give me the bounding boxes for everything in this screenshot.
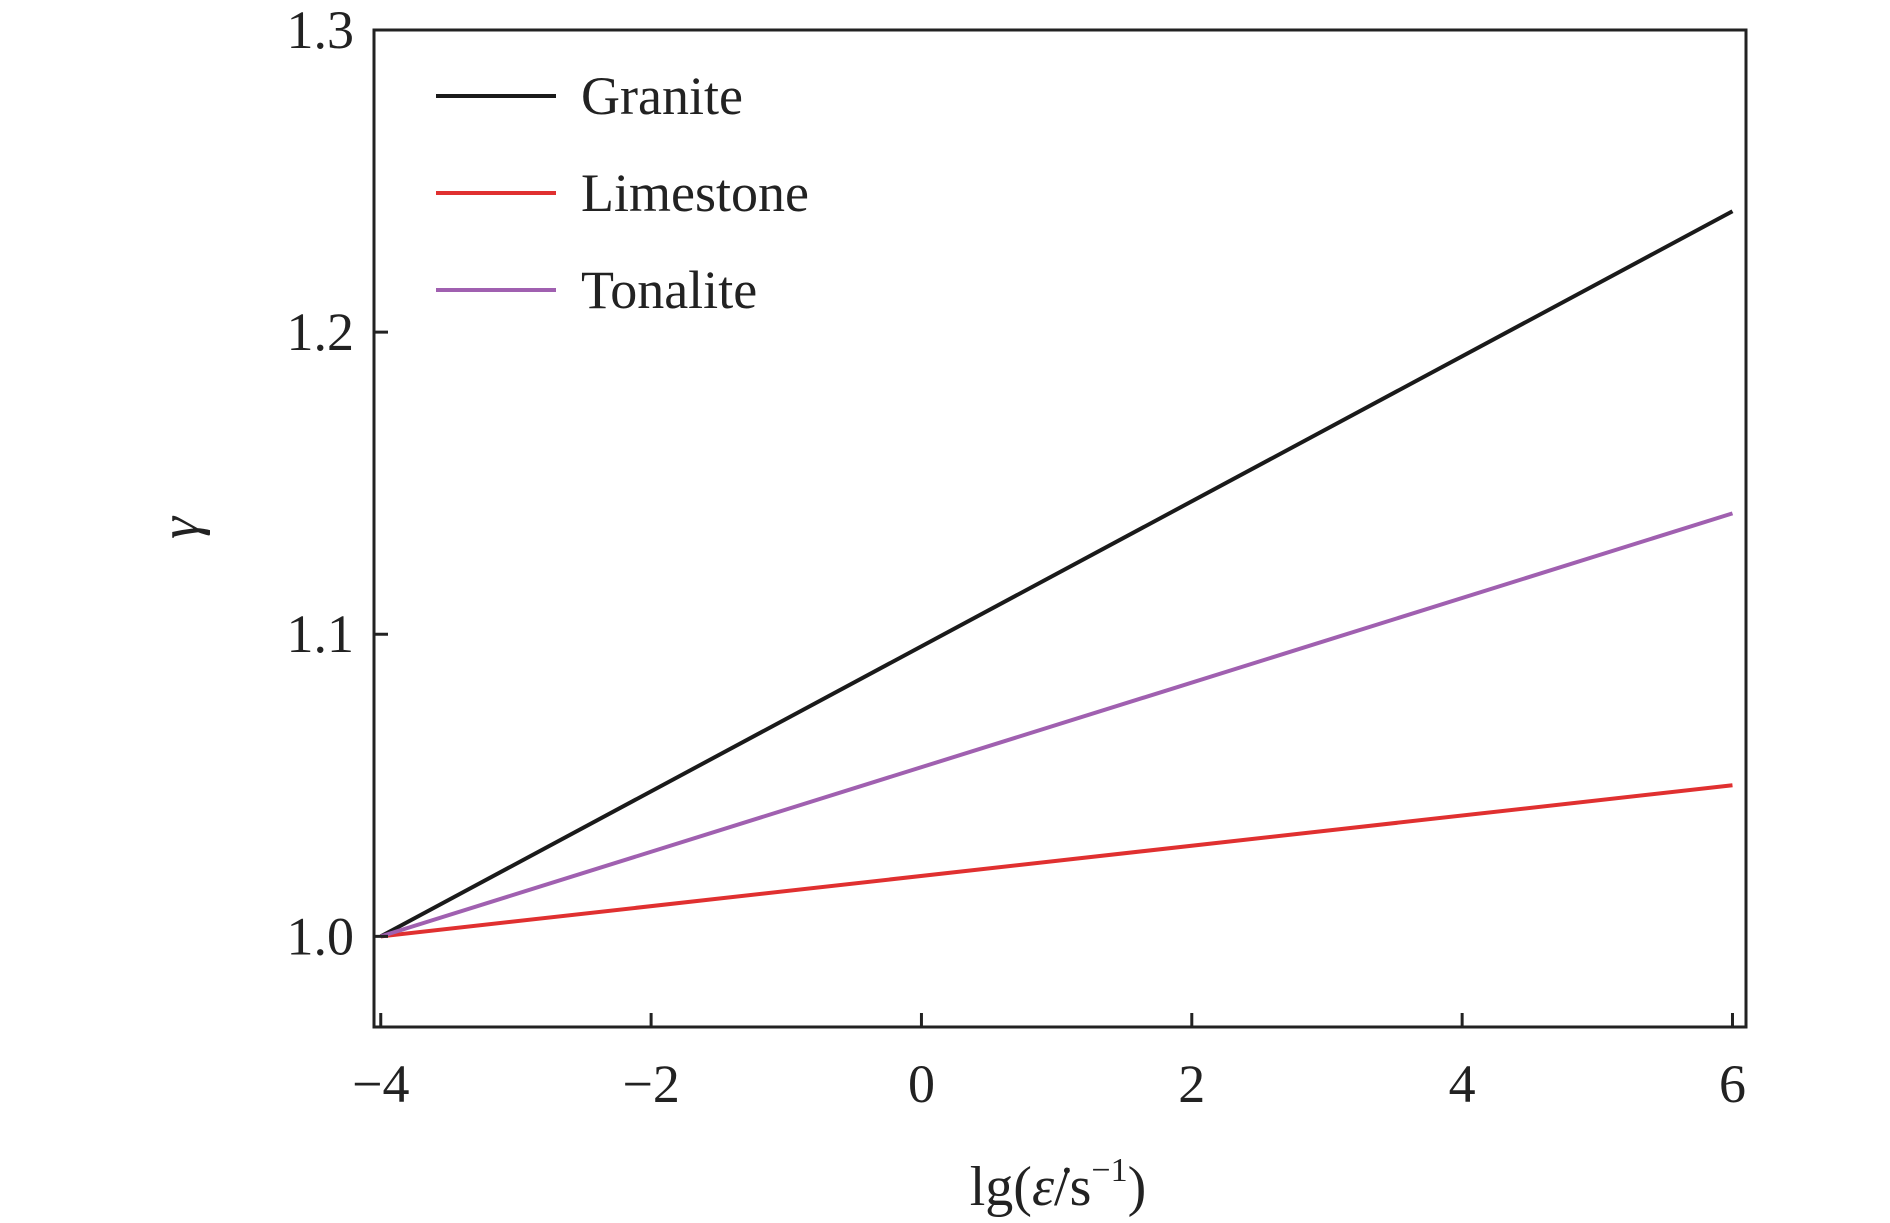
x-tick-label: −2 bbox=[622, 1054, 679, 1114]
x-tick-label: 4 bbox=[1449, 1054, 1476, 1114]
x-tick-label: 6 bbox=[1719, 1054, 1746, 1114]
series-line-limestone bbox=[380, 783, 1733, 939]
series-layer bbox=[379, 209, 1734, 939]
x-axis-label-middle: /s bbox=[1054, 1156, 1091, 1218]
series-line-granite bbox=[379, 209, 1734, 939]
legend: Granite Limestone Tonalite bbox=[436, 66, 809, 320]
x-tick-label: 0 bbox=[908, 1054, 935, 1114]
x-axis-label-suffix: ) bbox=[1128, 1156, 1147, 1218]
x-axis-label: lg(ε̇/s−1) bbox=[970, 1152, 1147, 1218]
y-axis-label: γ bbox=[149, 515, 211, 539]
plot-area-frame bbox=[372, 28, 1748, 1029]
x-axis-label-superscript: −1 bbox=[1091, 1152, 1127, 1189]
y-tick-label: 1.1 bbox=[287, 604, 355, 664]
legend-label-granite: Granite bbox=[581, 66, 743, 126]
y-tick-label: 1.2 bbox=[287, 302, 355, 362]
x-axis-label-prefix: lg( bbox=[970, 1156, 1032, 1218]
x-tick-label: −4 bbox=[352, 1054, 409, 1114]
y-tick-label: 1.0 bbox=[287, 906, 355, 966]
legend-label-tonalite: Tonalite bbox=[581, 260, 757, 320]
legend-label-limestone: Limestone bbox=[581, 163, 809, 223]
tick-layer: −4 −2 0 2 4 6 1.0 1.1 1.2 1.3 bbox=[287, 0, 1746, 1114]
series-line-tonalite bbox=[380, 511, 1734, 939]
x-tick-label: 2 bbox=[1178, 1054, 1205, 1114]
y-tick-label: 1.3 bbox=[287, 0, 355, 60]
